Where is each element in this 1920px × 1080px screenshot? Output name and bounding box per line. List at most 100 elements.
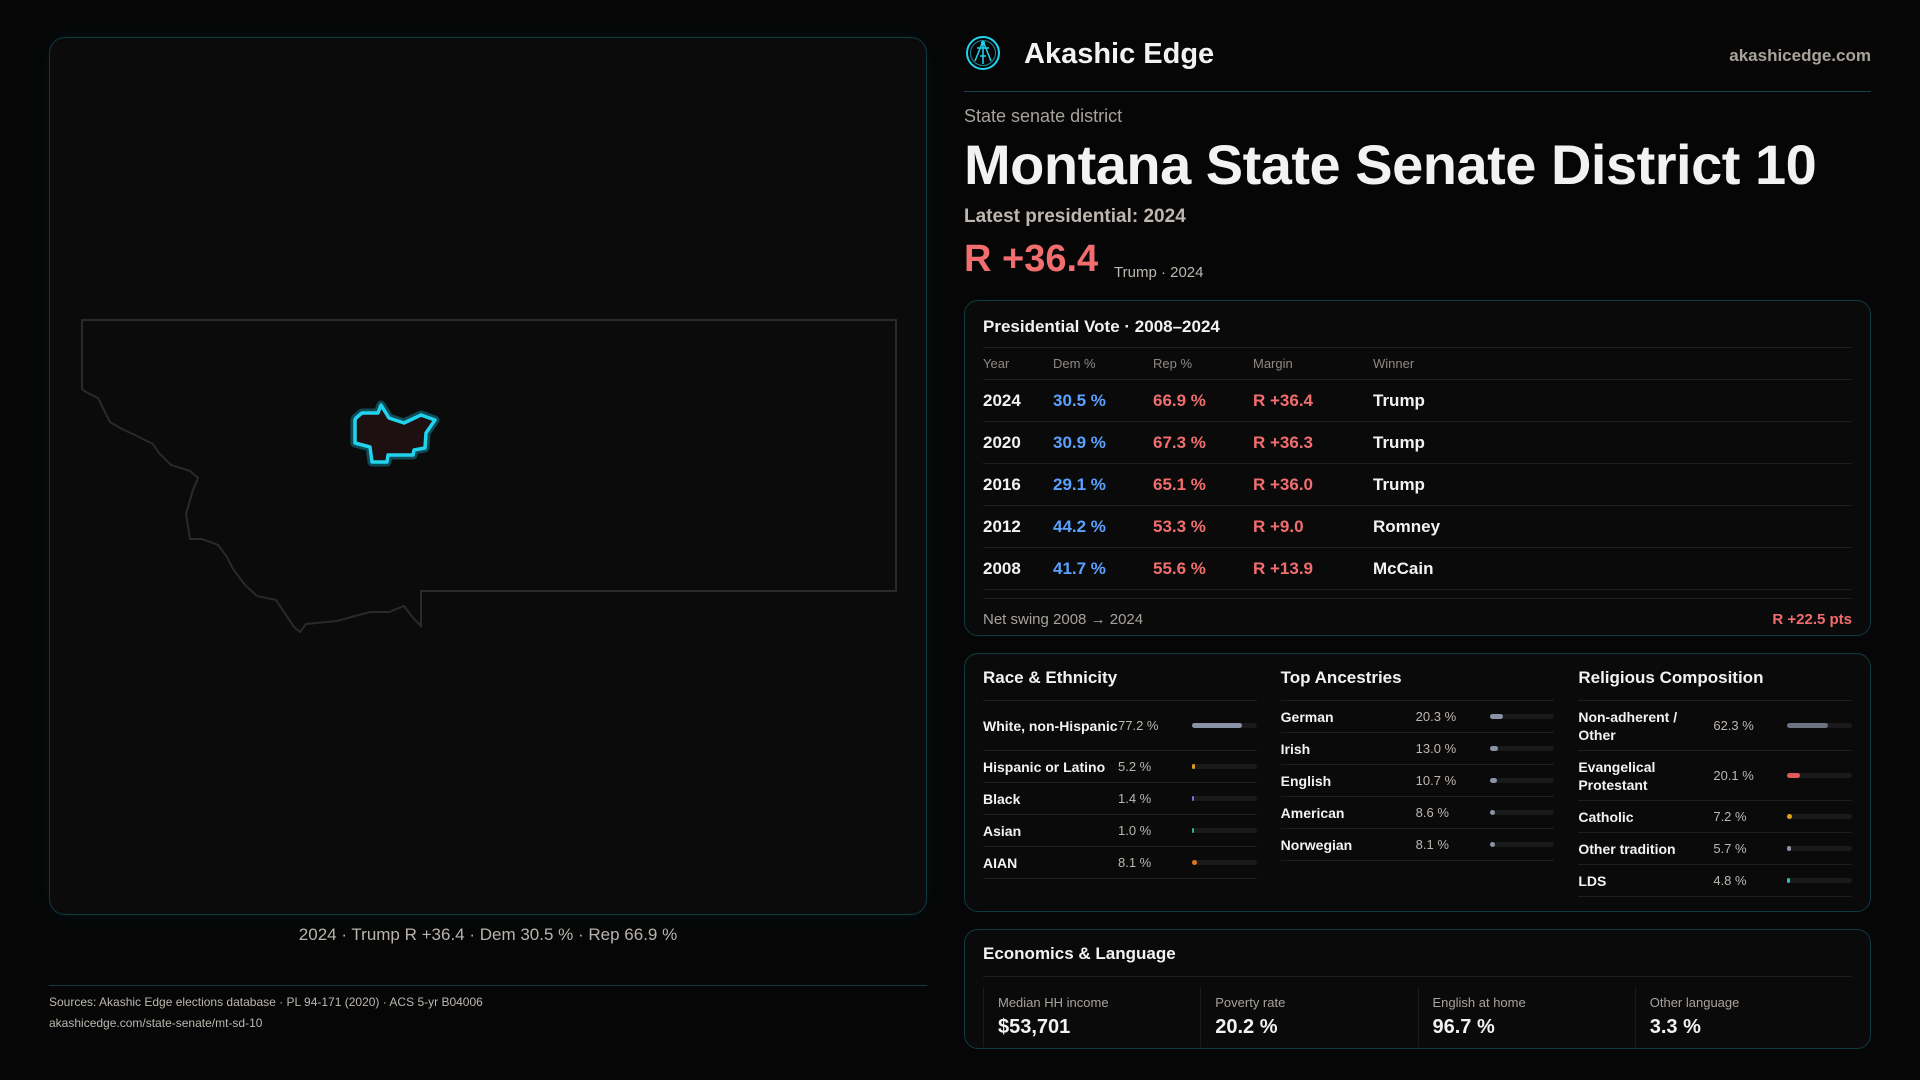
- stat-label: English at home: [1432, 995, 1526, 1010]
- bar-fill: [1192, 723, 1242, 728]
- district-kind: State senate district: [964, 106, 1123, 126]
- latest-margin: R +36.4: [964, 238, 1099, 280]
- row-label: AIAN: [983, 854, 1018, 871]
- cell-winner: Trump: [1373, 390, 1425, 410]
- montana-outline: [81, 319, 897, 634]
- cell-margin: R +9.0: [1253, 516, 1304, 536]
- bar-track: [1489, 746, 1555, 751]
- column-header-dem-pct: Dem %: [1053, 356, 1096, 371]
- row-label: LDS: [1578, 872, 1607, 889]
- table-row: 2020 30.9 % 67.3 % R +36.3 Trump: [983, 422, 1852, 464]
- presidential-vote-card: Presidential Vote · 2008–2024 Year Dem % R…: [964, 300, 1871, 636]
- bar-track: [1192, 860, 1257, 865]
- bar-track: [1489, 810, 1555, 815]
- bar-fill: [1192, 860, 1198, 865]
- cell-rep-pct: 65.1 %: [1153, 474, 1206, 494]
- row-value: 4.8 %: [1713, 873, 1747, 888]
- card-title: Presidential Vote · 2008–2024: [983, 301, 1852, 348]
- row-label: Other tradition: [1578, 840, 1676, 857]
- cell-winner: Trump: [1373, 432, 1425, 452]
- row-label: White, non-Hispanic: [983, 717, 1118, 734]
- economics-stat: Poverty rate 20.2 %: [1200, 987, 1417, 1047]
- sources-text: Sources: Akashic Edge elections database…: [49, 995, 483, 1009]
- bar-track: [1489, 714, 1555, 719]
- row-value: 20.3 %: [1415, 709, 1457, 724]
- table-header-row: Year Dem % Rep % Margin Winner: [983, 348, 1852, 380]
- district-highlight[interactable]: [353, 403, 437, 464]
- cell-winner: Romney: [1373, 516, 1441, 536]
- economics-stat: English at home 96.7 %: [1417, 987, 1635, 1047]
- demographic-section: Religious Composition Non-adherent / Othe…: [1578, 654, 1853, 911]
- row-label: Catholic: [1578, 808, 1634, 825]
- cell-margin: R +36.3: [1253, 432, 1314, 452]
- section-title: Race & Ethnicity: [983, 654, 1257, 701]
- cell-margin: R +13.9: [1253, 558, 1314, 578]
- stat-value: 20.2 %: [1215, 1016, 1278, 1038]
- site-link[interactable]: akashicedge.com: [1729, 46, 1871, 65]
- net-swing-label: Net swing 2008 → 2024: [983, 611, 1144, 628]
- cell-margin: R +36.4: [1253, 390, 1314, 410]
- row-value: 20.1 %: [1713, 768, 1754, 783]
- bar-fill: [1489, 842, 1495, 847]
- map-caption: 2024 · Trump R +36.4 · Dem 30.5 % · Rep …: [298, 925, 678, 944]
- demographic-row: German 20.3 %: [1280, 701, 1555, 733]
- cell-margin: R +36.0: [1253, 474, 1314, 494]
- cell-year: 2024: [983, 390, 1021, 410]
- cell-dem-pct: 30.9 %: [1053, 432, 1106, 452]
- latest-margin-sub: Trump · 2024: [1114, 264, 1204, 281]
- row-value: 8.1 %: [1415, 837, 1449, 852]
- demographic-section: Top Ancestries German 20.3 % Irish 13.0 % Eng…: [1280, 654, 1555, 911]
- cell-rep-pct: 66.9 %: [1153, 390, 1206, 410]
- row-value: 7.2 %: [1713, 809, 1747, 824]
- bar-fill: [1192, 764, 1196, 769]
- cell-rep-pct: 55.6 %: [1153, 558, 1206, 578]
- bar-fill: [1489, 778, 1497, 783]
- presidential-table: Year Dem % Rep % Margin Winner 2024 30.5 % 66.9…: [983, 348, 1852, 590]
- stat-label: Median HH income: [998, 995, 1109, 1010]
- footer-url[interactable]: akashicedge.com/state-senate/mt-sd-10: [49, 1016, 263, 1030]
- bar-track: [1787, 773, 1853, 778]
- demographic-row: White, non-Hispanic 77.2 %: [983, 701, 1257, 751]
- stat-value: $53,701: [998, 1016, 1071, 1038]
- demographic-row: American 8.6 %: [1280, 797, 1555, 829]
- bar-fill: [1787, 723, 1828, 728]
- bar-fill: [1787, 814, 1792, 819]
- demographic-row: Other tradition 5.7 %: [1578, 833, 1853, 865]
- table-row: 2024 30.5 % 66.9 % R +36.4 Trump: [983, 380, 1852, 422]
- net-swing-value: R +22.5 pts: [1772, 611, 1852, 628]
- cell-year: 2008: [983, 558, 1021, 578]
- demographic-row: English 10.7 %: [1280, 765, 1555, 797]
- cell-dem-pct: 30.5 %: [1053, 390, 1106, 410]
- page-title: Montana State Senate District 10: [964, 133, 1817, 196]
- bar-track: [1787, 723, 1853, 728]
- economics-stat: Median HH income $53,701: [983, 987, 1200, 1047]
- bar-track: [1489, 842, 1555, 847]
- bar-track: [1192, 828, 1257, 833]
- row-label: English: [1280, 772, 1332, 789]
- bar-track: [1787, 846, 1853, 851]
- column-header-margin: Margin: [1253, 356, 1293, 371]
- demographic-row: LDS 4.8 %: [1578, 865, 1853, 897]
- bar-fill: [1489, 714, 1503, 719]
- row-value: 62.3 %: [1713, 718, 1754, 733]
- cell-winner: McCain: [1373, 558, 1434, 578]
- bar-fill: [1787, 878, 1791, 883]
- economics-stats: Median HH income $53,701 Poverty rate 20.2 …: [983, 987, 1852, 1047]
- card-title: Economics & Language: [983, 930, 1852, 977]
- cell-rep-pct: 67.3 %: [1153, 432, 1206, 452]
- demographics-card: Race & Ethnicity White, non-Hispanic 77.2 …: [964, 653, 1871, 912]
- table-row: 2008 41.7 % 55.6 % R +13.9 McCain: [983, 548, 1852, 590]
- cell-year: 2016: [983, 474, 1021, 494]
- row-label: Hispanic or Latino: [983, 758, 1106, 775]
- cell-dem-pct: 41.7 %: [1053, 558, 1106, 578]
- demographic-row: Non-adherent / Other 62.3 %: [1578, 701, 1853, 751]
- cell-year: 2012: [983, 516, 1021, 536]
- bar-fill: [1787, 773, 1801, 778]
- akashic-logo-icon: [966, 36, 1000, 70]
- cell-rep-pct: 53.3 %: [1153, 516, 1206, 536]
- table-row: 2016 29.1 % 65.1 % R +36.0 Trump: [983, 464, 1852, 506]
- bar-fill: [1192, 796, 1194, 801]
- row-value: 1.4 %: [1118, 791, 1152, 806]
- demographic-row: Black 1.4 %: [983, 783, 1257, 815]
